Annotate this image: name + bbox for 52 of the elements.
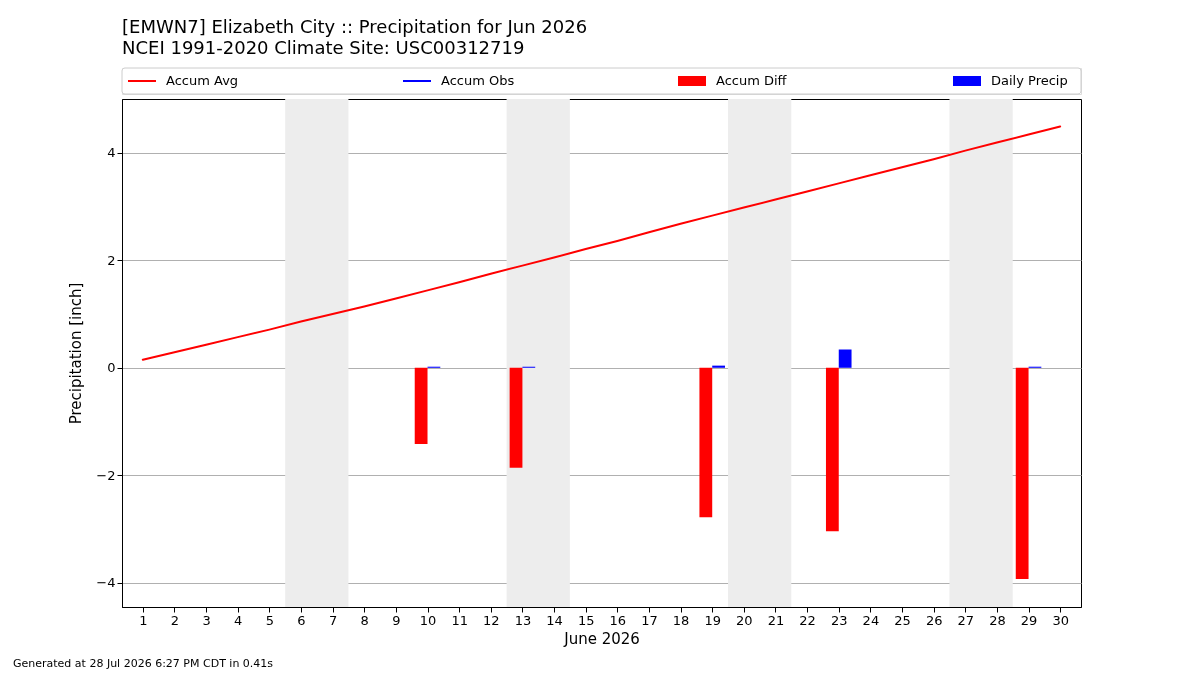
x-tick-label: 3 [202,612,211,628]
x-tick-label: 6 [297,612,306,628]
x-tick-label: 1 [139,612,148,628]
x-tick-label: 21 [767,612,785,628]
x-tick-label: 10 [419,612,437,628]
y-tick-label: −2 [96,467,116,483]
x-tick-label: 18 [672,612,690,628]
y-tick-label: 4 [107,145,116,161]
legend-label: Accum Obs [441,73,515,88]
bar [699,367,713,518]
y-axis-title: Precipitation [inch] [67,282,86,425]
y-tick-label: −4 [96,575,116,591]
x-tick-label: 15 [577,612,595,628]
x-tick-label: 19 [704,612,721,628]
x-axis-title: June 2026 [563,629,640,648]
x-tick-label: 23 [830,612,848,628]
x-tick-label: 30 [1052,612,1069,628]
bar [414,367,428,445]
x-tick-label: 9 [392,612,401,628]
line-series [141,125,1062,361]
x-tick-label: 7 [328,612,338,628]
y-tick-label: 0 [107,360,116,376]
legend-label: Accum Avg [166,73,239,88]
x-tick-label: 16 [609,612,627,628]
x-tick-label: 28 [989,612,1006,628]
x-tick-label: 12 [483,612,500,628]
x-tick-label: 17 [641,612,658,628]
x-tick-label: 5 [265,612,274,628]
x-tick-label: 4 [234,612,243,628]
bar [1015,367,1029,580]
x-tick-label: 27 [957,612,975,628]
chart-title: [EMWN7] Elizabeth City :: Precipitation for Jun 2026 [122,15,588,37]
x-tick-label: 2 [170,612,180,628]
bar [712,365,725,368]
chart-subtitle: NCEI 1991-2020 Climate Site: USC00312719 [122,36,525,58]
x-tick-label: 8 [360,612,369,628]
x-tick-label: 29 [1020,612,1038,628]
bar [825,367,839,532]
x-tick-label: 13 [514,612,532,628]
x-tick-label: 26 [925,612,943,628]
legend-label: Accum Diff [716,73,788,88]
x-tick-label: 20 [736,612,753,628]
x-tick-label: 14 [546,612,563,628]
legend-label: Daily Precip [991,73,1068,88]
bar [838,349,852,368]
x-tick-label: 11 [451,612,468,628]
bar [509,367,523,468]
x-tick-label: 24 [862,612,880,628]
x-tick-label: 25 [894,612,911,628]
y-tick-label: 2 [107,252,116,268]
x-tick-label: 22 [799,612,816,628]
text: Generated at 28 Jul 2026 6:27 PM CDT in 0.41s [13,657,274,670]
